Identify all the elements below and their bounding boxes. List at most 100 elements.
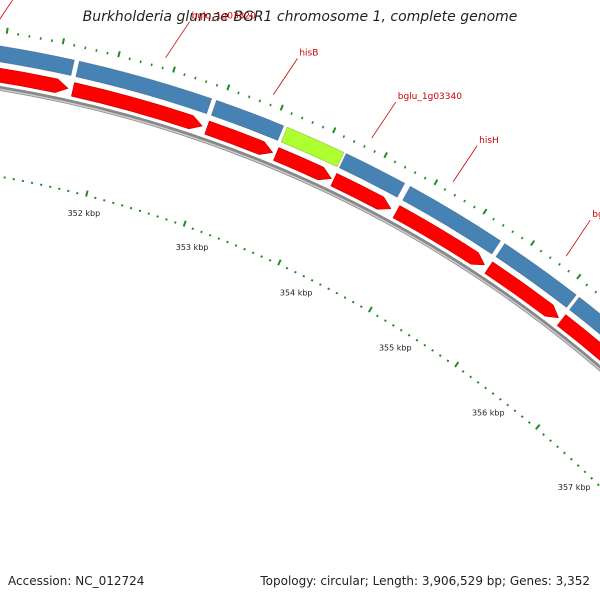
ruler-tick [438,354,442,357]
cds-arrow[interactable] [204,120,274,155]
ruler-tick [260,255,263,258]
ruler-tick [513,409,517,413]
cds-arrow[interactable] [484,261,559,319]
ruler-tick [217,237,221,240]
backbone-arc [0,85,600,372]
outer-tick [139,60,142,64]
outer-tick [585,283,589,287]
kbp-label: 354 kbp [280,288,313,297]
outer-tick [492,217,495,221]
outer-tick [539,249,543,253]
feature-blue[interactable] [402,185,502,255]
ruler-tick [446,359,450,363]
gene-label[interactable]: bglu_1g03320 [192,12,256,22]
ruler-tick [156,215,159,218]
outer-tick [433,179,439,186]
ruler-tick [484,386,488,390]
ruler-tick [120,204,124,207]
ruler-tick [173,221,177,224]
backbone-highlight [0,88,600,371]
gene-leader-line [0,0,14,20]
feature-lime[interactable] [280,126,345,168]
feature-blue[interactable] [338,153,406,198]
ruler-tick [138,209,142,213]
outer-tick [128,57,131,61]
kbp-label: 353 kbp [176,243,209,252]
outer-tick [472,205,476,209]
outer-tick [247,95,251,99]
outer-tick [352,139,356,143]
kbp-label: 356 kbp [472,409,505,418]
ruler-tick [461,370,465,373]
gene-leader-line [273,58,298,95]
ruler-tick [469,375,473,379]
outer-tick [332,127,337,134]
outer-tick [84,46,87,50]
feature-blue[interactable] [495,243,577,308]
outer-tick [321,125,325,129]
cds-arrow[interactable] [392,205,486,266]
ruler-tick [351,300,355,304]
outer-tick [594,290,598,294]
outer-tick [5,27,9,34]
ruler-tick [391,324,395,327]
feature-blue[interactable] [568,296,600,387]
outer-tick [403,165,407,169]
outer-tick [530,240,536,247]
ruler-tick [376,314,379,318]
ruler-tick [415,338,419,342]
outer-tick [226,84,231,91]
ruler-tick [277,259,282,266]
ruler-tick [563,451,566,455]
cds-arrow[interactable] [0,58,69,93]
kbp-label: 355 kbp [379,344,412,353]
cds-arrow[interactable] [556,314,600,397]
outer-tick [117,51,121,58]
ruler-tick [407,333,411,337]
gene-label[interactable]: bglu_1g03360 [592,210,600,220]
ruler-tick [454,361,460,368]
cds-arrow[interactable] [330,172,392,210]
ruler-tick [527,421,531,424]
outer-tick [183,73,186,77]
gene-leader-line [371,101,397,139]
ruler-tick [182,220,187,227]
ruler-tick [226,240,229,244]
cds-arrow[interactable] [71,82,203,130]
outer-tick [413,171,417,175]
outer-tick [269,103,272,107]
outer-tick [204,80,208,84]
ruler-tick [384,319,387,322]
ruler-tick [129,206,133,210]
outer-tick [393,160,397,164]
gene-label[interactable]: hisH [479,136,499,146]
ruler-tick [268,259,272,262]
ruler-tick [359,305,363,308]
outer-tick [482,208,488,215]
feature-blue[interactable] [0,36,75,76]
outer-tick [520,236,524,240]
feature-blue[interactable] [210,99,285,141]
ruler-tick [367,306,373,313]
ruler-tick [85,190,89,197]
gene-leader-line [452,145,478,182]
ruler-tick [423,343,427,347]
cds-arrow[interactable] [273,147,332,181]
outer-tick [279,104,284,111]
gene-label[interactable]: bglu_1g03340 [398,92,462,102]
ruler-tick [576,464,580,467]
ruler-tick [569,457,573,461]
ruler-tick [399,328,403,332]
feature-blue[interactable] [75,60,213,115]
ruler-tick [498,397,502,401]
ruler-tick [294,270,297,274]
ruler-tick [234,244,238,247]
ruler-tick [285,266,289,270]
gene-label[interactable]: hisB [299,49,318,59]
ruler-tick [94,196,97,200]
outer-tick [290,112,293,116]
ruler-tick [549,439,552,443]
ruler-tick [103,199,106,202]
accession-text: Accession: NC_012724 [8,574,145,588]
